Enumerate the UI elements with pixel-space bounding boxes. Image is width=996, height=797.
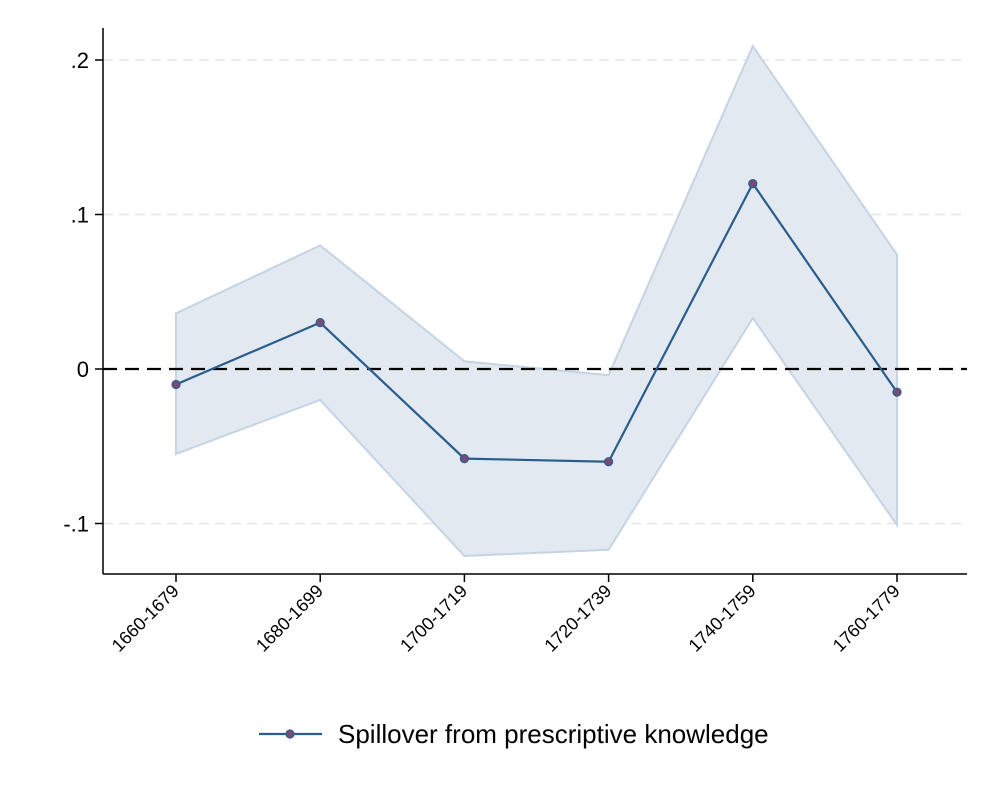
x-tick-label: 1700-1719	[396, 581, 471, 656]
data-point	[315, 318, 325, 328]
x-tick-label: 1680-1699	[252, 581, 327, 656]
y-ticks: -.1 0 .1 .2	[63, 48, 103, 537]
legend: Spillover from prescriptive knowledge	[259, 719, 769, 749]
x-tick-label: 1740-1759	[685, 581, 760, 656]
data-point	[603, 457, 614, 467]
y-tick-label: .2	[71, 48, 89, 73]
y-tick-label: 0	[77, 357, 89, 382]
data-point	[459, 454, 469, 464]
y-tick-label: -.1	[63, 512, 89, 537]
x-tick-label: 1720-1739	[540, 581, 615, 656]
x-tick-label: 1660-1679	[108, 581, 183, 656]
series-layer	[171, 179, 902, 467]
data-point	[892, 387, 902, 397]
legend-label: Spillover from prescriptive knowledge	[338, 719, 769, 749]
confidence-band	[175, 44, 898, 557]
series-line	[175, 181, 898, 463]
y-tick-label: .1	[71, 203, 89, 228]
data-point	[748, 179, 758, 189]
data-point	[171, 379, 181, 390]
x-tick-label: 1760-1779	[829, 581, 904, 656]
x-ticks: 1660-1679 1680-1699 1700-1719 1720-1739 1740…	[108, 574, 904, 656]
legend-marker-swatch	[285, 729, 295, 739]
